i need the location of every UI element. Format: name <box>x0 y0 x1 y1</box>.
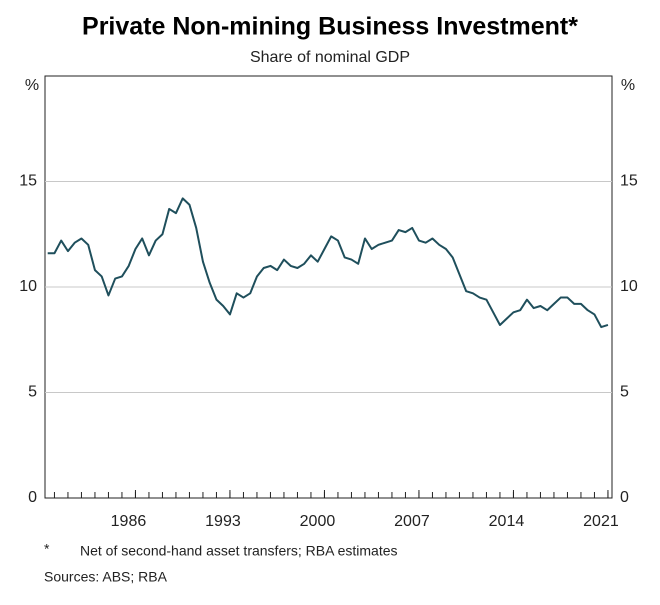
data-line <box>47 197 609 329</box>
y-tick-label-left: 0 <box>28 489 37 506</box>
x-tick-label: 2007 <box>394 513 430 530</box>
chart-title: Private Non-mining Business Investment* <box>82 13 578 41</box>
y-tick-label-left: 5 <box>28 384 37 401</box>
footnote: Net of second-hand asset transfers; RBA … <box>80 543 398 559</box>
y-tick-label-right: 15 <box>620 173 638 190</box>
y-unit-left: % <box>25 77 39 94</box>
y-tick-label-left: 15 <box>19 173 37 190</box>
x-tick-label: 1993 <box>205 513 241 530</box>
y-tick-label-left: 10 <box>19 278 37 295</box>
y-tick-label-right: 10 <box>620 278 638 295</box>
y-tick-label-right: 5 <box>620 384 629 401</box>
x-tick-label: 2014 <box>489 513 525 530</box>
y-tick-label-right: 0 <box>620 489 629 506</box>
footnote-marker: * <box>44 541 50 557</box>
x-tick-label: 2021 <box>583 513 619 530</box>
chart-subtitle: Share of nominal GDP <box>250 49 410 66</box>
x-tick-label: 1986 <box>111 513 147 530</box>
x-tick-label: 2000 <box>300 513 336 530</box>
sources: Sources: ABS; RBA <box>44 569 168 585</box>
y-unit-right: % <box>621 77 635 94</box>
